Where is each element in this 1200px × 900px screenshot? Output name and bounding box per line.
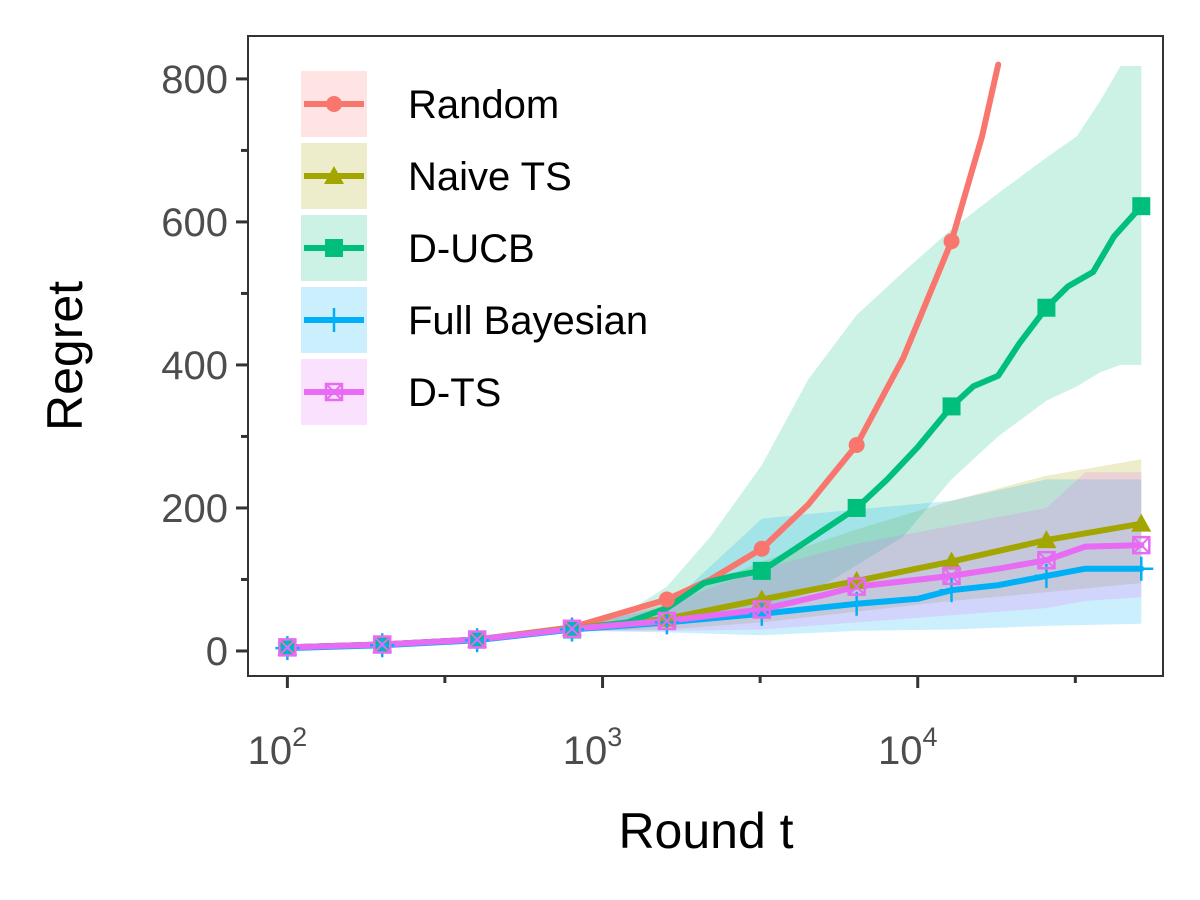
legend-label: Random <box>408 83 559 127</box>
y-axis: 0 200 400 600 800 <box>161 58 248 674</box>
band-d-ts <box>572 472 1142 631</box>
marker-d-ts <box>562 619 582 639</box>
legend: Random Naive TS D-UCB Full Bayesian D-TS <box>301 71 648 425</box>
legend-item-random: Random <box>301 71 559 137</box>
marker-d-ts <box>1037 550 1056 570</box>
band-d-ucb <box>572 66 1142 631</box>
marker-d-ts <box>942 566 961 586</box>
marker-naive-ts <box>941 551 962 570</box>
legend-item-d-ucb: D-UCB <box>301 215 535 281</box>
marker-random <box>753 540 770 557</box>
marker-naive-ts <box>1131 513 1152 532</box>
marker-d-ts <box>373 635 392 654</box>
plot-panel-border <box>247 35 1164 677</box>
y-tick-label: 200 <box>161 487 228 531</box>
marker-naive-ts <box>846 570 867 589</box>
marker-d-ucb <box>752 561 771 580</box>
legend-item-d-ts: D-TS <box>301 359 501 425</box>
band-full-bayesian <box>572 479 1142 636</box>
marker-d-ts <box>467 630 487 649</box>
legend-marker <box>326 96 342 112</box>
x-axis-title: Round t <box>618 803 793 859</box>
marker-d-ts <box>657 611 677 631</box>
legend-marker <box>324 166 344 184</box>
legend-marker <box>322 308 346 332</box>
marker-d-ucb <box>1132 197 1151 216</box>
x-axis: 102 103 104 <box>248 676 1077 773</box>
x-tick-label: 103 <box>563 722 623 773</box>
legend-label: D-UCB <box>408 227 535 271</box>
marker-naive-ts <box>751 589 772 608</box>
legend-marker <box>324 382 344 402</box>
y-axis-title: Regret <box>37 281 93 431</box>
marker-d-ts <box>752 600 772 619</box>
x-tick-label: 104 <box>878 722 938 773</box>
legend-marker <box>325 239 343 257</box>
y-tick-label: 400 <box>161 344 228 388</box>
y-tick-label: 0 <box>206 630 228 674</box>
y-tick-label: 800 <box>161 58 228 102</box>
marker-d-ucb <box>847 498 866 517</box>
marker-random <box>658 591 675 608</box>
marker-random <box>848 437 865 454</box>
marker-d-ucb <box>1037 298 1056 317</box>
marker-random <box>943 233 960 250</box>
x-tick-label: 102 <box>248 722 308 773</box>
legend-item-naive-ts: Naive TS <box>301 143 572 209</box>
marker-d-ucb <box>942 397 961 416</box>
legend-label: Full Bayesian <box>408 299 648 343</box>
legend-label: D-TS <box>408 371 501 415</box>
marker-full-bayesian <box>939 578 964 603</box>
legend-item-full-bayesian: Full Bayesian <box>301 287 648 353</box>
series-markers <box>275 197 1154 661</box>
y-tick-label: 600 <box>161 201 228 245</box>
confidence-bands <box>572 66 1142 636</box>
marker-d-ts <box>847 577 866 596</box>
marker-full-bayesian <box>1129 556 1154 581</box>
marker-d-ts <box>278 638 297 657</box>
legend-label: Naive TS <box>408 155 572 199</box>
marker-d-ts <box>1132 535 1151 555</box>
marker-naive-ts <box>1036 530 1057 549</box>
